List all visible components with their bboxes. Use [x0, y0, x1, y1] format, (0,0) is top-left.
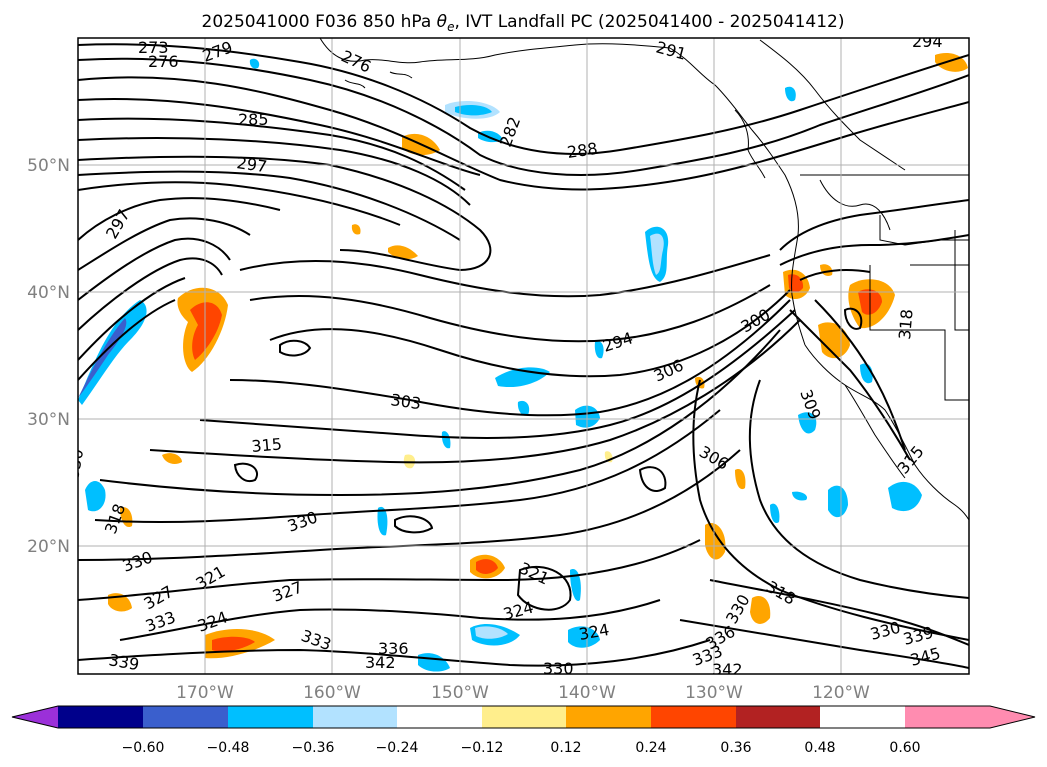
lon-label: 160°W [303, 683, 361, 703]
colorbar-tick-label: 0.60 [889, 740, 920, 756]
colorbar-bin [736, 706, 820, 728]
contour-label: 318 [895, 308, 917, 340]
colorbar-bin [566, 706, 651, 728]
colorbar-tick-label: −0.36 [292, 740, 335, 756]
lon-label: 150°W [431, 683, 489, 703]
contour-label: 330 [63, 447, 87, 480]
colorbar-ticks: −0.60 −0.48 −0.36 −0.24 −0.12 0.12 0.24 … [122, 740, 921, 756]
colorbar-bin [651, 706, 736, 728]
colorbar-tick-label: 0.24 [635, 740, 666, 756]
colorbar-tick-label: −0.60 [122, 740, 165, 756]
colorbar-tick-label: 0.48 [804, 740, 835, 756]
contour-label: 330 [543, 659, 574, 678]
contour-label: 288 [566, 139, 599, 162]
lat-label: 50°N [27, 156, 70, 176]
longitude-labels: 170°W 160°W 150°W 140°W 130°W 120°W [176, 683, 870, 703]
colorbar-extend-max [905, 706, 1035, 728]
colorbar: −0.60 −0.48 −0.36 −0.24 −0.12 0.12 0.24 … [11, 705, 1036, 756]
colorbar-bin [58, 706, 143, 728]
map-frame [77, 37, 970, 675]
colorbar-bin [313, 706, 397, 728]
lon-label: 140°W [558, 683, 616, 703]
theta-e-contours [78, 43, 969, 669]
contour-label: 273 [138, 38, 169, 57]
colorbar-tick-label: 0.36 [720, 740, 751, 756]
colorbar-bin [143, 706, 228, 728]
contour-label: 342 [712, 660, 743, 679]
map-area: 273 276 279 276 291 294 282 285 288 297 … [63, 32, 969, 679]
contour-label: 339 [107, 650, 140, 674]
contour-label: 285 [238, 110, 269, 129]
gridlines [78, 38, 969, 674]
colorbar-bin [482, 706, 566, 728]
contour-label: 303 [389, 390, 422, 413]
contour-label: 336 [378, 639, 409, 658]
contour-label: 276 [148, 52, 179, 71]
colorbar-bin [228, 706, 313, 728]
colorbar-outline [11, 705, 1036, 729]
contour-label: 342 [365, 653, 396, 672]
anomaly-fills [78, 52, 968, 672]
latitude-labels: 50°N 40°N 30°N 20°N [27, 156, 70, 557]
contour-label: 297 [235, 153, 268, 176]
map-title: 2025041000 F036 850 hPa θe, IVT Landfall… [202, 12, 845, 34]
lon-label: 120°W [812, 683, 870, 703]
colorbar-bin [397, 706, 482, 728]
colorbar-extend-min [12, 706, 58, 728]
lat-label: 20°N [27, 537, 70, 557]
colorbar-tick-label: −0.24 [376, 740, 419, 756]
contour-label: 294 [912, 32, 943, 51]
colorbar-tick-label: −0.12 [461, 740, 504, 756]
contour-label: 315 [251, 434, 283, 456]
lon-label: 170°W [176, 683, 234, 703]
coastlines [319, 38, 969, 521]
lat-label: 40°N [27, 283, 70, 303]
colorbar-tick-label: −0.48 [207, 740, 250, 756]
lon-label: 130°W [685, 683, 743, 703]
lat-label: 30°N [27, 410, 70, 430]
colorbar-tick-label: 0.12 [550, 740, 581, 756]
